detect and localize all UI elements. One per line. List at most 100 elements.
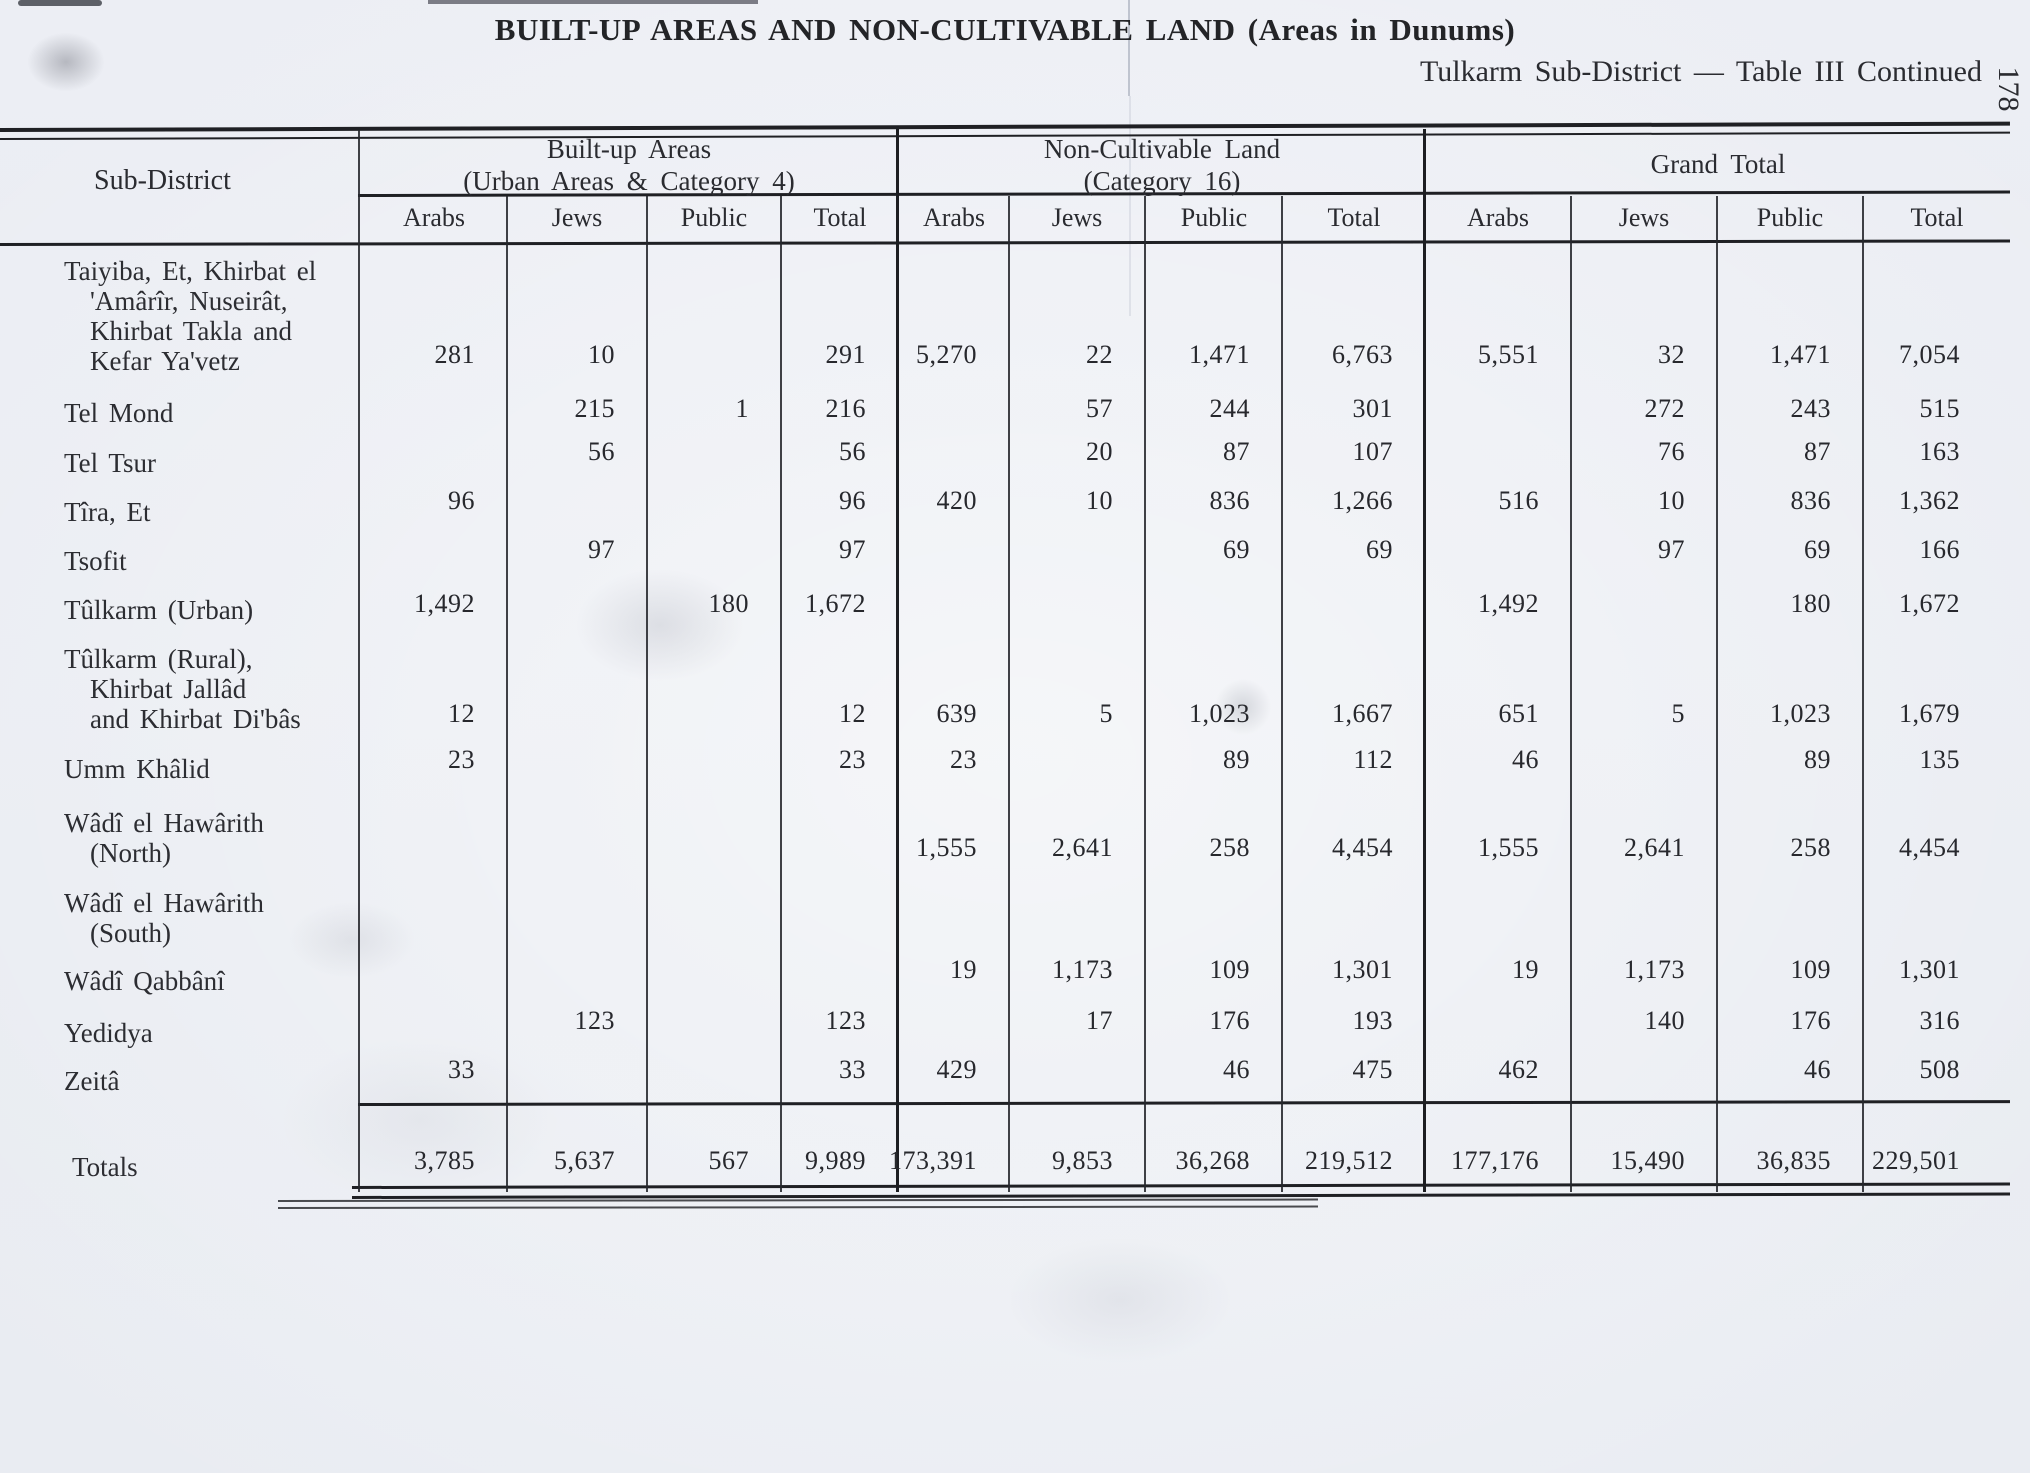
page-title: BUILT-UP AREAS AND NON-CULTIVABLE LAND (… bbox=[494, 12, 1516, 47]
column-header: Public bbox=[1756, 203, 1824, 232]
section-subheader-non-cultivable-land: (Category 16) bbox=[1083, 166, 1241, 196]
cell-value: 46 bbox=[1512, 745, 1539, 774]
scan-edge-artifact bbox=[428, 0, 758, 4]
table-column-rule bbox=[506, 196, 508, 1192]
row-label: Tîra, Et bbox=[64, 497, 151, 527]
section-header-grand-total: Grand Total bbox=[1650, 149, 1786, 179]
cell-value: 1,679 bbox=[1899, 699, 1960, 728]
cell-value: 109 bbox=[1790, 955, 1831, 984]
cell-value: 1,023 bbox=[1770, 699, 1831, 728]
cell-value: 219,512 bbox=[1305, 1146, 1393, 1175]
cell-value: 46 bbox=[1804, 1055, 1831, 1084]
section-header-built-up-areas: Built-up Areas bbox=[546, 134, 712, 164]
row-label: Taiyiba, Et, Khirbat el 'Amârîr, Nuseirât… bbox=[64, 256, 317, 376]
cell-value: 1,023 bbox=[1189, 699, 1250, 728]
cell-value: 301 bbox=[1352, 394, 1393, 423]
cell-value: 20 bbox=[1086, 437, 1113, 466]
column-header: Jews bbox=[1051, 203, 1103, 232]
column-header: Public bbox=[1180, 203, 1248, 232]
cell-value: 176 bbox=[1790, 1006, 1831, 1035]
cell-value: 33 bbox=[839, 1055, 866, 1084]
cell-value: 316 bbox=[1919, 1006, 1960, 1035]
cell-value: 836 bbox=[1209, 486, 1250, 515]
cell-value: 23 bbox=[448, 745, 475, 774]
cell-value: 1,555 bbox=[916, 833, 977, 862]
cell-value: 109 bbox=[1209, 955, 1250, 984]
cell-value: 1,301 bbox=[1332, 955, 1393, 984]
cell-value: 462 bbox=[1498, 1055, 1539, 1084]
cell-value: 7,054 bbox=[1899, 340, 1960, 369]
cell-value: 107 bbox=[1352, 437, 1393, 466]
cell-value: 836 bbox=[1790, 486, 1831, 515]
row-label: Zeitâ bbox=[64, 1066, 120, 1096]
cell-value: 1,667 bbox=[1332, 699, 1393, 728]
cell-value: 23 bbox=[839, 745, 866, 774]
cell-value: 516 bbox=[1498, 486, 1539, 515]
cell-value: 12 bbox=[839, 699, 866, 728]
cell-value: 515 bbox=[1919, 394, 1960, 423]
cell-value: 23 bbox=[950, 745, 977, 774]
row-label: Tel Mond bbox=[64, 398, 174, 428]
column-header: Arabs bbox=[922, 203, 986, 232]
row-label: Tel Tsur bbox=[64, 448, 156, 478]
column-header-rule bbox=[0, 239, 2010, 246]
column-header: Arabs bbox=[402, 203, 466, 232]
paper-crease bbox=[1128, 0, 1130, 96]
cell-value: 19 bbox=[1512, 955, 1539, 984]
cell-value: 215 bbox=[574, 394, 615, 423]
column-header: Jews bbox=[1618, 203, 1670, 232]
table-column-rule bbox=[358, 130, 360, 1192]
column-header: Public bbox=[680, 203, 748, 232]
cell-value: 1,555 bbox=[1478, 833, 1539, 862]
cell-value: 123 bbox=[574, 1006, 615, 1035]
column-header: Jews bbox=[551, 203, 603, 232]
column-header: Total bbox=[1327, 203, 1381, 232]
cell-value: 291 bbox=[825, 340, 866, 369]
cell-value: 112 bbox=[1353, 745, 1393, 774]
cell-value: 89 bbox=[1804, 745, 1831, 774]
cell-value: 97 bbox=[839, 535, 866, 564]
cell-value: 87 bbox=[1223, 437, 1250, 466]
section-header-non-cultivable-land: Non-Cultivable Land bbox=[1043, 134, 1281, 164]
cell-value: 1,672 bbox=[805, 589, 866, 618]
cell-value: 216 bbox=[825, 394, 866, 423]
table-column-rule bbox=[1144, 196, 1146, 1192]
row-label: Tsofit bbox=[64, 546, 127, 576]
row-label: Tûlkarm (Urban) bbox=[64, 595, 254, 625]
cell-value: 135 bbox=[1919, 745, 1960, 774]
cell-value: 1,492 bbox=[1478, 589, 1539, 618]
cell-value: 1,362 bbox=[1899, 486, 1960, 515]
cell-value: 10 bbox=[588, 340, 615, 369]
column-header: Total bbox=[813, 203, 867, 232]
cell-value: 1,471 bbox=[1770, 340, 1831, 369]
cell-value: 46 bbox=[1223, 1055, 1250, 1084]
table-bottom-rule-shadow bbox=[277, 1198, 1319, 1209]
cell-value: 12 bbox=[448, 699, 475, 728]
cell-value: 96 bbox=[839, 486, 866, 515]
cell-value: 5 bbox=[1671, 699, 1685, 728]
cell-value: 567 bbox=[708, 1146, 749, 1175]
cell-value: 33 bbox=[448, 1055, 475, 1084]
cell-value: 1,672 bbox=[1899, 589, 1960, 618]
cell-value: 420 bbox=[936, 486, 977, 515]
cell-value: 5,637 bbox=[554, 1146, 615, 1175]
cell-value: 258 bbox=[1209, 833, 1250, 862]
cell-value: 87 bbox=[1804, 437, 1831, 466]
row-label: Wâdî Qabbânî bbox=[64, 966, 225, 996]
cell-value: 2,641 bbox=[1624, 833, 1685, 862]
row-header-label: Sub-District bbox=[94, 165, 231, 196]
cell-value: 9,989 bbox=[805, 1146, 866, 1175]
cell-value: 15,490 bbox=[1610, 1146, 1685, 1175]
table-bottom-rule bbox=[351, 1182, 2011, 1199]
row-label: Umm Khâlid bbox=[64, 754, 210, 784]
cell-value: 429 bbox=[936, 1055, 977, 1084]
table-column-rule bbox=[1281, 196, 1283, 1192]
cell-value: 3,785 bbox=[414, 1146, 475, 1175]
cell-value: 1,301 bbox=[1899, 955, 1960, 984]
table-column-rule bbox=[1862, 196, 1864, 1192]
cell-value: 69 bbox=[1223, 535, 1250, 564]
table-column-rule bbox=[780, 196, 782, 1192]
cell-value: 9,853 bbox=[1052, 1146, 1113, 1175]
cell-value: 2,641 bbox=[1052, 833, 1113, 862]
